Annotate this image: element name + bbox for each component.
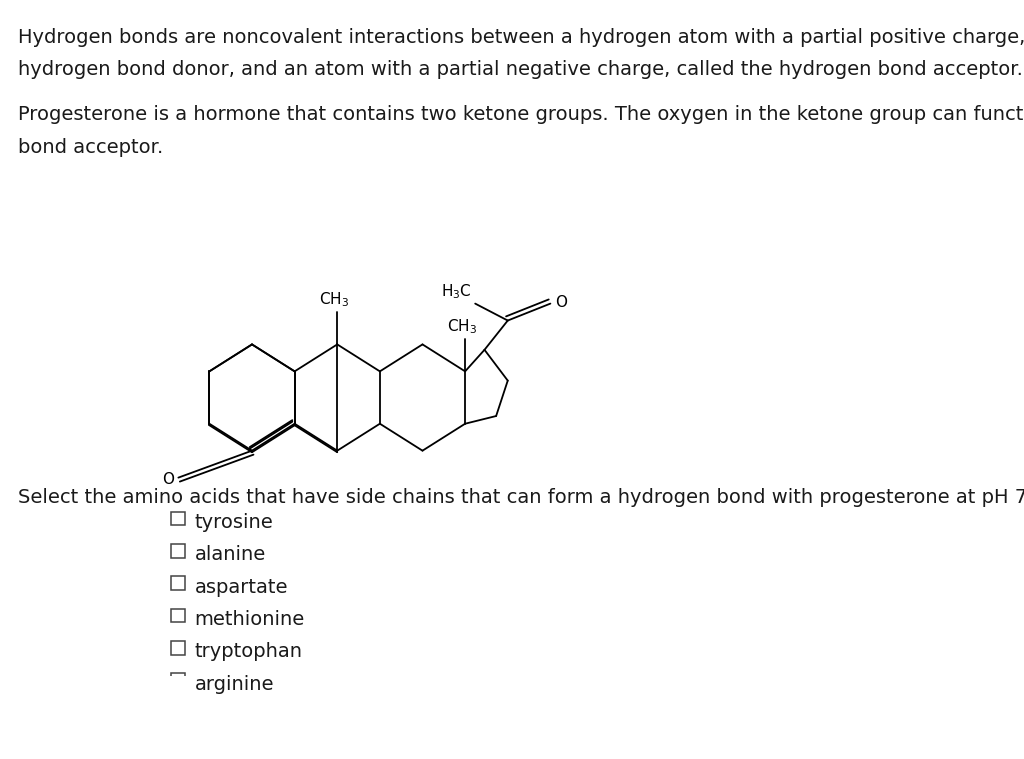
Text: O: O (555, 294, 567, 310)
Bar (171, 673, 184, 687)
Bar (171, 609, 184, 622)
Bar (171, 576, 184, 590)
Bar (171, 512, 184, 525)
Text: methionine: methionine (195, 610, 305, 629)
Text: aspartate: aspartate (195, 578, 288, 597)
Text: tryptophan: tryptophan (195, 642, 303, 661)
Text: H$_3$C: H$_3$C (440, 282, 471, 301)
Text: O: O (162, 471, 174, 487)
Text: CH$_3$: CH$_3$ (446, 317, 477, 336)
Text: CH$_3$: CH$_3$ (319, 290, 349, 309)
Text: arginine: arginine (195, 675, 274, 694)
Text: Hydrogen bonds are noncovalent interactions between a hydrogen atom with a parti: Hydrogen bonds are noncovalent interacti… (18, 28, 1024, 47)
Text: tyrosine: tyrosine (195, 513, 273, 532)
Text: hydrogen bond donor, and an atom with a partial negative charge, called the hydr: hydrogen bond donor, and an atom with a … (18, 60, 1023, 79)
Bar (171, 641, 184, 655)
Text: bond acceptor.: bond acceptor. (18, 138, 163, 157)
Text: Progesterone is a hormone that contains two ketone groups. The oxygen in the ket: Progesterone is a hormone that contains … (18, 105, 1024, 124)
Bar (171, 544, 184, 558)
Text: alanine: alanine (195, 546, 266, 565)
Text: Select the amino acids that have side chains that can form a hydrogen bond with : Select the amino acids that have side ch… (18, 488, 1024, 507)
